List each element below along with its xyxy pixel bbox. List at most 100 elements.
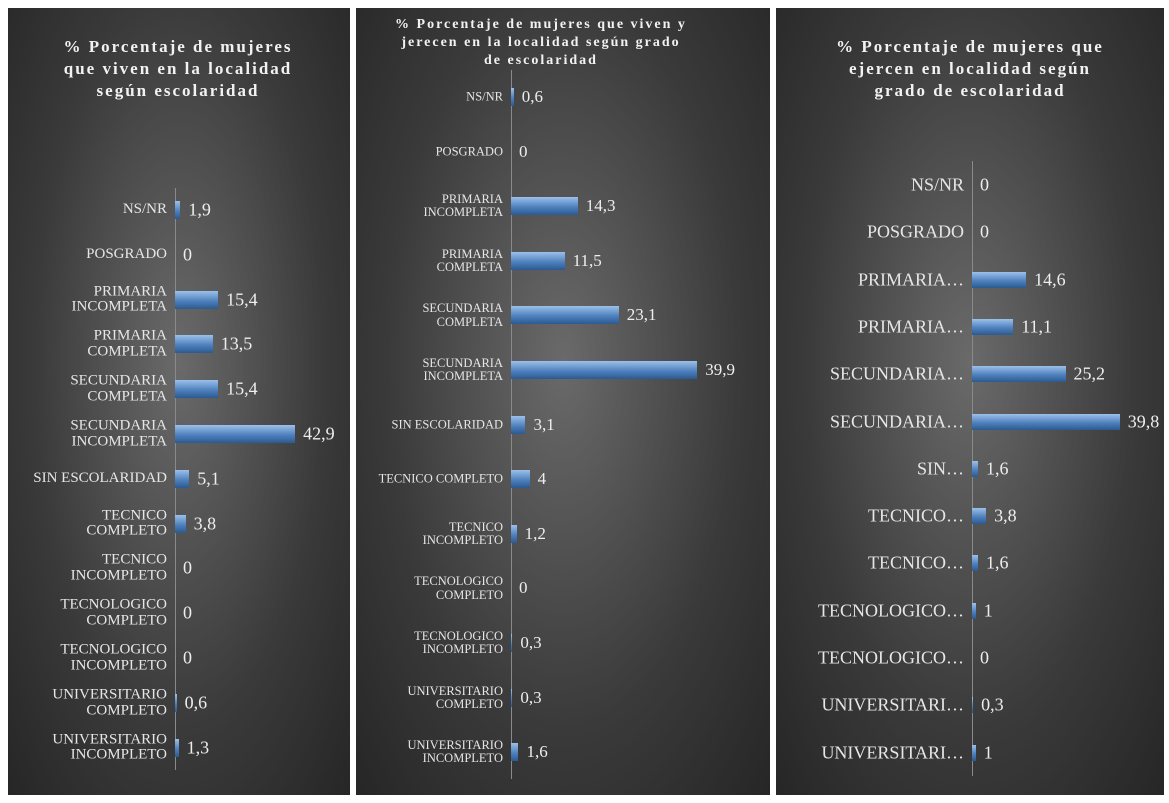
value-label: 0,6 bbox=[521, 87, 544, 106]
value-label: 11,1 bbox=[1021, 316, 1053, 337]
bar bbox=[175, 201, 181, 219]
category-label: TECNOLOGICO COMPLETO bbox=[414, 574, 503, 602]
value-label: 11,5 bbox=[572, 250, 602, 270]
value-label: 1 bbox=[983, 742, 993, 763]
category-label: POSGRADO bbox=[435, 144, 503, 159]
bar bbox=[972, 318, 1014, 335]
category-label: PRIMARIA… bbox=[857, 316, 964, 337]
value-label: 1,6 bbox=[526, 742, 548, 762]
category-label: PRIMARIA COMPLETA bbox=[436, 246, 503, 274]
value-label: 13,5 bbox=[220, 333, 253, 354]
bar bbox=[511, 743, 519, 762]
bar bbox=[511, 197, 578, 216]
value-label: 1,6 bbox=[985, 458, 1009, 479]
category-label: PRIMARIA COMPLETA bbox=[87, 327, 167, 360]
bar bbox=[175, 469, 190, 488]
chart-title: % Porcentaje de mujeres que viven y jere… bbox=[395, 17, 687, 69]
value-label: 1,2 bbox=[524, 523, 546, 543]
value-label: 3,8 bbox=[193, 513, 217, 534]
category-label: TECNICO COMPLETO bbox=[378, 471, 503, 486]
category-label: SECUNDARIA INCOMPLETA bbox=[70, 417, 167, 449]
chart-title: % Porcentaje de mujeres que ejercen en l… bbox=[836, 37, 1104, 101]
chart-title: % Porcentaje de mujeres que viven en la … bbox=[63, 37, 293, 101]
bar bbox=[511, 688, 513, 707]
bar bbox=[175, 514, 186, 533]
category-label: UNIVERSITARIO INCOMPLETO bbox=[52, 730, 167, 763]
bar bbox=[511, 251, 565, 270]
value-label: 3,8 bbox=[994, 505, 1017, 526]
value-label: 0 bbox=[183, 557, 192, 578]
value-label: 0 bbox=[980, 174, 989, 195]
category-label: TECNOLOGICO INCOMPLETO bbox=[414, 628, 503, 656]
chart-panel: % Porcentaje de mujeres que ejercen en l… bbox=[776, 8, 1164, 795]
category-label: SECUNDARIA… bbox=[829, 363, 964, 384]
category-label: TECNOLOGICO… bbox=[818, 600, 964, 621]
category-label: SECUNDARIA INCOMPLETA bbox=[422, 355, 503, 383]
category-label: PRIMARIA INCOMPLETA bbox=[423, 192, 503, 220]
value-label: 14,3 bbox=[585, 196, 616, 216]
value-label: 0,3 bbox=[520, 633, 542, 652]
category-label: PRIMARIA INCOMPLETA bbox=[71, 282, 167, 315]
category-label: NS/NR bbox=[910, 174, 964, 195]
value-label: 39,8 bbox=[1127, 411, 1160, 431]
category-label: POSGRADO bbox=[866, 221, 964, 242]
value-label: 0 bbox=[980, 647, 989, 668]
value-label: 39,9 bbox=[705, 360, 735, 379]
category-label: UNIVERSITARIO INCOMPLETO bbox=[407, 738, 503, 766]
chart-panel: % Porcentaje de mujeres que viven en la … bbox=[8, 8, 350, 795]
bar bbox=[972, 508, 987, 525]
value-label: 0 bbox=[980, 221, 989, 242]
chart-panel: % Porcentaje de mujeres que viven y jere… bbox=[356, 8, 770, 795]
bar bbox=[972, 366, 1066, 383]
category-label: UNIVERSITARI… bbox=[821, 694, 964, 715]
bar bbox=[175, 380, 219, 399]
bar bbox=[972, 602, 976, 619]
value-label: 0 bbox=[183, 602, 192, 623]
category-label: TECNOLOGICO… bbox=[818, 647, 964, 668]
bar bbox=[511, 634, 513, 652]
bar bbox=[511, 306, 619, 325]
value-label: 1,3 bbox=[186, 737, 210, 758]
category-label: TECNOLOGICO INCOMPLETO bbox=[60, 641, 167, 673]
value-label: 23,1 bbox=[626, 305, 657, 325]
category-label: SECUNDARIA… bbox=[829, 411, 964, 432]
value-label: 0,3 bbox=[981, 694, 1004, 715]
bar bbox=[511, 361, 698, 379]
category-label: NS/NR bbox=[466, 89, 503, 104]
category-label: SIN ESCOLARIDAD bbox=[33, 469, 167, 486]
category-label: TECNOLOGICO COMPLETO bbox=[60, 596, 167, 629]
value-label: 15,4 bbox=[226, 289, 258, 310]
category-label: TECNICO… bbox=[868, 552, 964, 573]
value-label: 1,9 bbox=[188, 199, 211, 220]
category-label: SIN ESCOLARIDAD bbox=[391, 417, 503, 432]
category-label: UNIVERSITARIO COMPLETO bbox=[52, 686, 167, 718]
value-label: 0 bbox=[183, 244, 192, 265]
category-label: SECUNDARIA COMPLETA bbox=[422, 301, 503, 329]
bar bbox=[972, 744, 976, 761]
value-label: 14,6 bbox=[1034, 269, 1066, 290]
category-label: UNIVERSITARI… bbox=[821, 742, 964, 763]
value-label: 15,4 bbox=[226, 378, 258, 399]
bar bbox=[511, 88, 514, 106]
value-label: 0 bbox=[519, 141, 528, 161]
value-label: 4 bbox=[537, 469, 547, 489]
value-label: 0 bbox=[183, 647, 192, 668]
bar bbox=[972, 555, 978, 572]
category-label: SIN… bbox=[916, 458, 964, 479]
value-label: 42,9 bbox=[303, 423, 335, 444]
category-label: NS/NR bbox=[122, 201, 167, 218]
category-label: SECUNDARIA COMPLETA bbox=[70, 372, 167, 405]
bar bbox=[175, 425, 296, 443]
value-label: 0,3 bbox=[520, 687, 542, 707]
bar bbox=[175, 693, 177, 712]
value-label: 25,2 bbox=[1073, 363, 1106, 384]
value-label: 1 bbox=[983, 600, 993, 621]
bar bbox=[972, 271, 1027, 288]
bar bbox=[972, 413, 1120, 430]
bar bbox=[511, 415, 526, 434]
category-label: TECNICO INCOMPLETO bbox=[422, 519, 503, 547]
value-label: 0 bbox=[519, 578, 528, 598]
category-label: TECNICO INCOMPLETO bbox=[70, 551, 167, 584]
bar bbox=[511, 524, 517, 543]
